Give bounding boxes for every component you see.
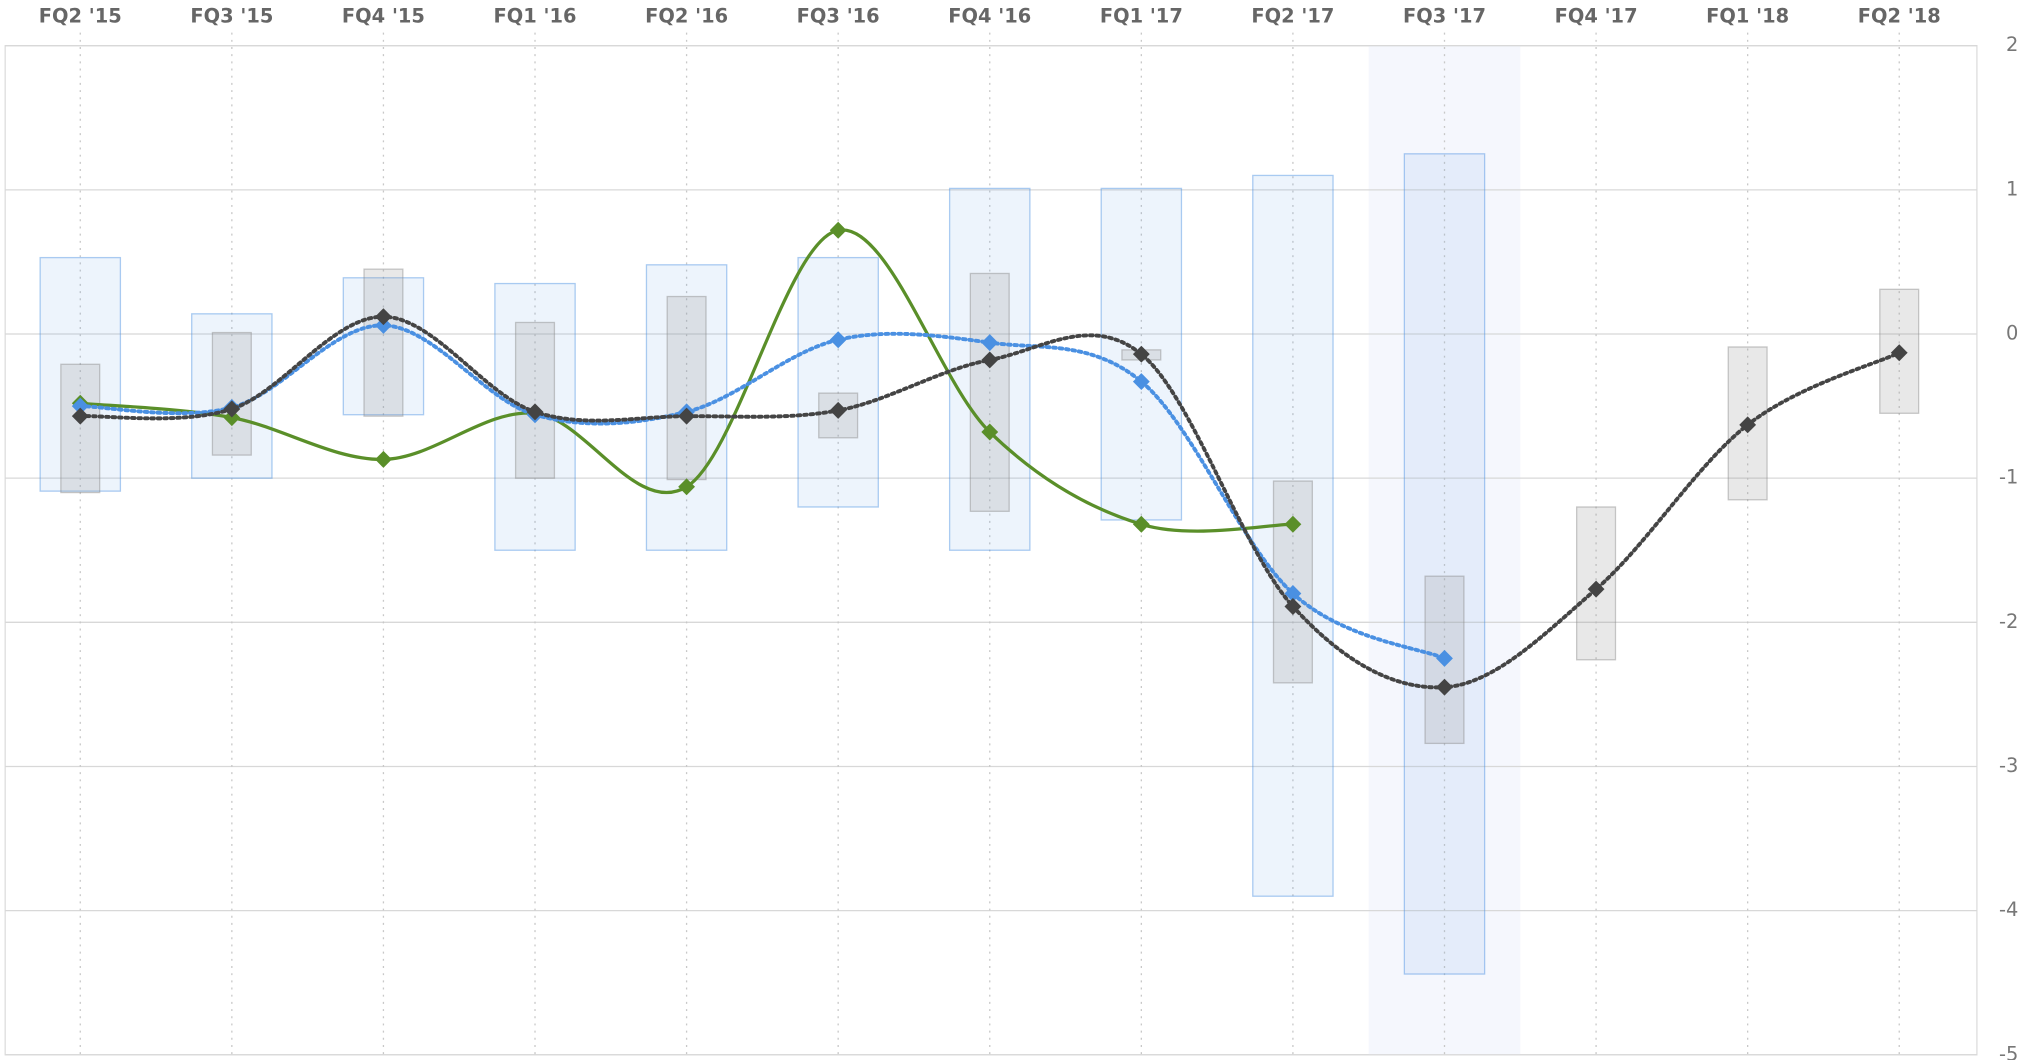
range-box — [514, 321, 556, 479]
series-marker — [981, 423, 999, 441]
x-tick-label: FQ4 '17 — [1555, 4, 1638, 27]
range-box — [60, 363, 101, 494]
range-box — [211, 331, 252, 456]
x-tick-label: FQ3 '15 — [190, 4, 273, 27]
x-tick-label: FQ2 '16 — [645, 4, 728, 27]
y-tick-label: 2 — [2006, 33, 2018, 56]
y-tick-label: -4 — [1999, 898, 2018, 921]
series-line — [78, 228, 1295, 533]
series-marker — [526, 403, 544, 421]
series-marker — [678, 407, 696, 425]
y-tick-label: 1 — [2006, 177, 2018, 200]
x-tick-label: FQ1 '17 — [1100, 4, 1183, 27]
series-marker — [981, 334, 999, 352]
series-marker — [1739, 416, 1757, 434]
series-marker — [1284, 515, 1302, 533]
series-marker — [1284, 584, 1302, 602]
series-line — [78, 323, 1447, 661]
y-tick-label: 0 — [2006, 321, 2018, 344]
y-tick-label: -1 — [1999, 466, 2018, 489]
x-tick-label: FQ2 '15 — [39, 4, 122, 27]
x-tick-label: FQ1 '18 — [1706, 4, 1789, 27]
y-tick-label: -2 — [1999, 610, 2018, 633]
series-marker — [981, 351, 999, 369]
x-tick-label: FQ3 '17 — [1403, 4, 1486, 27]
series-marker — [375, 316, 392, 334]
range-box — [1576, 506, 1617, 661]
range-box — [342, 277, 425, 416]
series-marker — [1436, 649, 1453, 667]
range-box — [948, 187, 1031, 551]
series-marker — [223, 400, 241, 418]
series-marker — [829, 401, 847, 419]
series-marker — [829, 331, 847, 349]
range-box — [1403, 153, 1486, 975]
series-marker — [678, 478, 696, 496]
series-marker — [1890, 344, 1908, 362]
x-tick-label: FQ3 '16 — [797, 4, 880, 27]
x-tick-label: FQ4 '16 — [948, 4, 1031, 27]
range-box — [969, 272, 1010, 512]
series-marker — [1436, 678, 1453, 696]
series-marker — [375, 450, 392, 468]
x-tick-label: FQ1 '16 — [493, 4, 576, 27]
range-box — [39, 256, 122, 492]
series-marker — [1284, 597, 1302, 615]
range-box — [363, 268, 404, 417]
range-box — [666, 295, 707, 481]
range-box — [1252, 174, 1334, 897]
series-marker — [829, 221, 847, 239]
series-marker — [223, 409, 241, 427]
range-box — [797, 256, 879, 508]
x-tick-label: FQ4 '15 — [342, 4, 425, 27]
x-tick-label: FQ2 '17 — [1251, 4, 1334, 27]
x-tick-label: FQ2 '18 — [1858, 4, 1941, 27]
y-tick-label: -5 — [1999, 1042, 2018, 1060]
series-marker — [375, 308, 392, 326]
y-tick-label: -3 — [1999, 754, 2018, 777]
series-marker — [1587, 580, 1605, 598]
